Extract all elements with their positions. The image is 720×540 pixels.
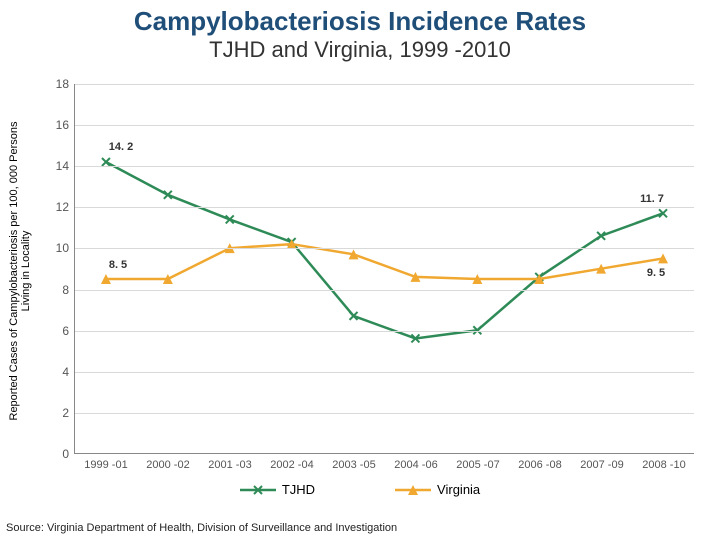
y-tick: 14 xyxy=(56,159,69,173)
y-tick: 2 xyxy=(62,406,69,420)
legend-label: Virginia xyxy=(437,482,480,497)
legend-swatch xyxy=(240,483,276,497)
data-label: 11. 7 xyxy=(640,193,664,205)
grid-line xyxy=(75,166,694,167)
y-tick: 8 xyxy=(62,283,69,297)
y-tick: 18 xyxy=(56,77,69,91)
grid-line xyxy=(75,413,694,414)
source-text: Source: Virginia Department of Health, D… xyxy=(6,522,397,534)
grid-line xyxy=(75,207,694,208)
y-tick: 0 xyxy=(62,447,69,461)
y-tick: 6 xyxy=(62,324,69,338)
x-tick: 2002 -04 xyxy=(270,459,313,471)
y-tick: 16 xyxy=(56,118,69,132)
legend-item: TJHD xyxy=(240,482,315,497)
series-line xyxy=(106,162,663,338)
grid-line xyxy=(75,125,694,126)
x-tick: 2005 -07 xyxy=(456,459,499,471)
legend-item: Virginia xyxy=(395,482,480,497)
data-label: 9. 5 xyxy=(647,267,665,279)
grid-line xyxy=(75,84,694,85)
legend-label: TJHD xyxy=(282,482,315,497)
chart-subtitle: TJHD and Virginia, 1999 -2010 xyxy=(0,37,720,63)
y-tick: 4 xyxy=(62,365,69,379)
grid-line xyxy=(75,290,694,291)
grid-line xyxy=(75,331,694,332)
x-tick: 2007 -09 xyxy=(580,459,623,471)
grid-line xyxy=(75,248,694,249)
series-marker xyxy=(102,158,110,166)
data-label: 8. 5 xyxy=(109,259,127,271)
x-tick: 2008 -10 xyxy=(642,459,685,471)
grid-line xyxy=(75,372,694,373)
x-tick: 2004 -06 xyxy=(394,459,437,471)
x-tick: 2003 -05 xyxy=(332,459,375,471)
legend-swatch xyxy=(395,483,431,497)
plot-area: 0246810121416181999 -012000 -022001 -032… xyxy=(74,84,694,454)
y-axis-label: Reported Cases of Campylobacteriosis per… xyxy=(8,86,32,456)
x-tick: 2006 -08 xyxy=(518,459,561,471)
chart-svg xyxy=(75,84,694,453)
chart-title: Campylobacteriosis Incidence Rates xyxy=(0,0,720,37)
x-tick: 1999 -01 xyxy=(84,459,127,471)
x-tick: 2000 -02 xyxy=(146,459,189,471)
y-tick: 10 xyxy=(56,241,69,255)
data-label: 14. 2 xyxy=(109,141,133,153)
y-tick: 12 xyxy=(56,200,69,214)
chart-legend: TJHD Virginia xyxy=(0,482,720,497)
x-tick: 2001 -03 xyxy=(208,459,251,471)
